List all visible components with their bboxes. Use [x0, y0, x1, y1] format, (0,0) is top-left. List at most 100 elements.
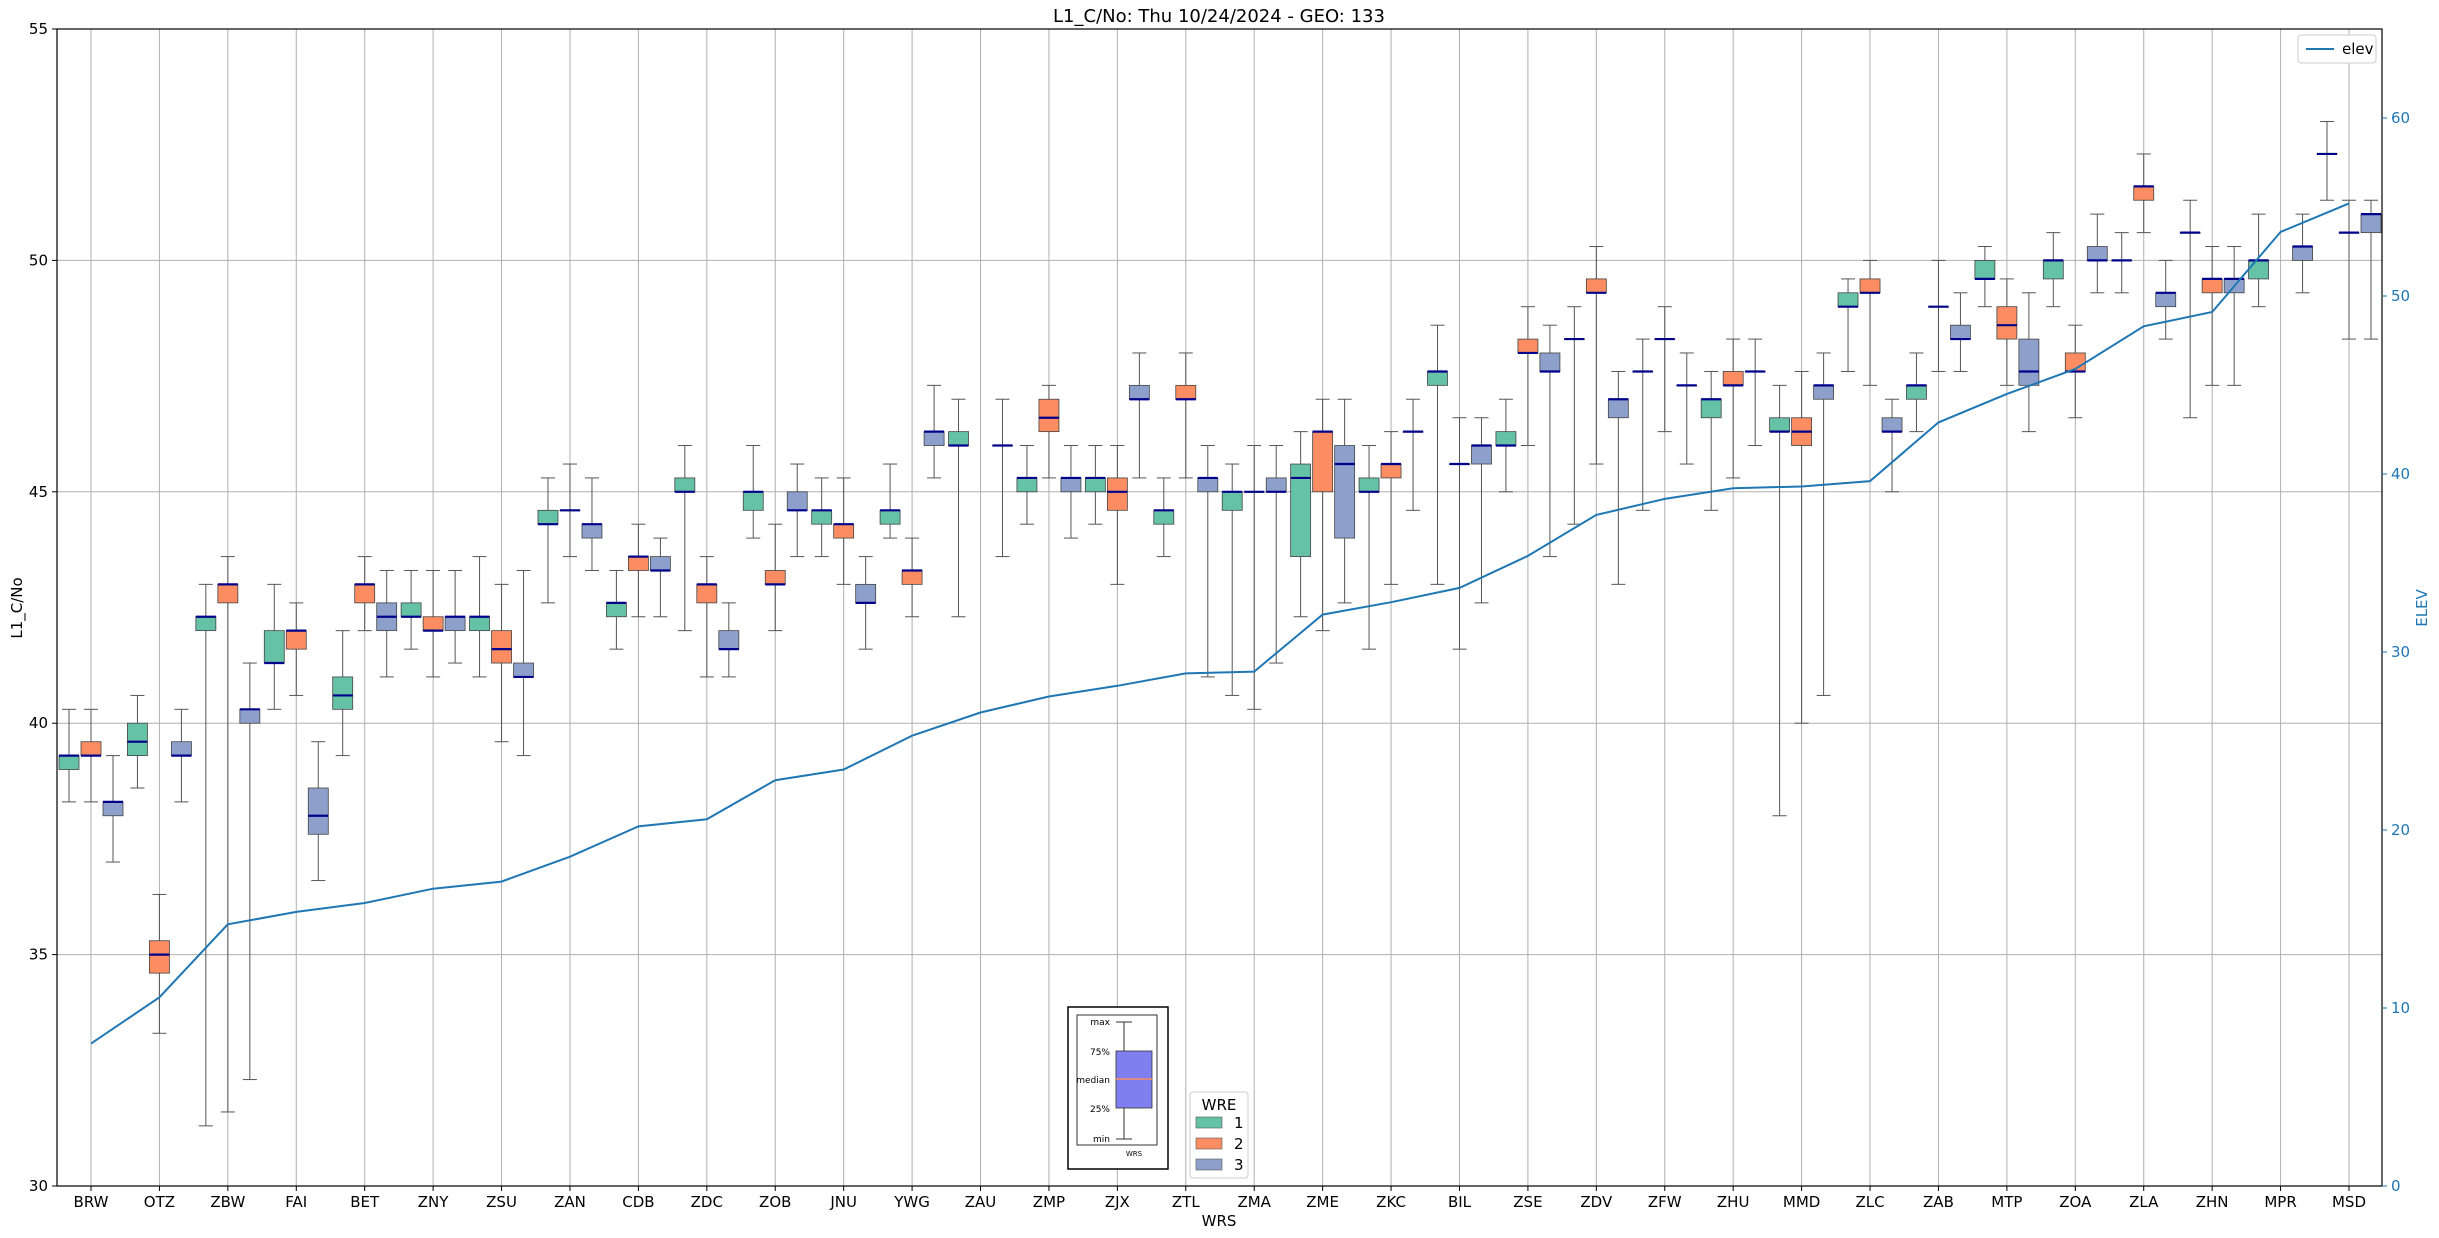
box-series [58, 121, 2382, 1127]
box-FAI-wre2 [285, 602, 307, 696]
wre-legend-label-2: 2 [1234, 1135, 1244, 1153]
box-ZSU-wre3 [513, 569, 534, 757]
iqr-box [2155, 292, 2177, 308]
x-tick-label: ZLA [2129, 1193, 2159, 1211]
x-tick-label: MMD [1783, 1193, 1820, 1211]
x-tick-label: FAI [285, 1193, 307, 1211]
iqr-box [1016, 477, 1038, 493]
box-ZME-wre1 [1290, 431, 1312, 618]
iqr-box [2086, 246, 2108, 261]
elev-legend-label: elev [2342, 40, 2374, 58]
iqr-box [1312, 431, 1334, 493]
x-tick-label: BET [350, 1193, 380, 1211]
iqr-box [605, 602, 627, 618]
wre-legend-label-1: 1 [1234, 1114, 1244, 1132]
box-ZLA-wre2 [2133, 153, 2155, 234]
iqr-box [901, 570, 923, 585]
box-MSD-wre2 [2338, 199, 2360, 340]
iqr-box [649, 556, 671, 571]
box-ZHU-wre2 [1722, 338, 1744, 479]
x-tick-label: BIL [1448, 1193, 1472, 1211]
iqr-box [1607, 398, 1629, 419]
iqr-box [1153, 509, 1175, 525]
iqr-box [469, 616, 490, 632]
iqr-box [1128, 384, 1150, 400]
box-ZMA-wre3 [1265, 445, 1287, 664]
box-ZFW-wre2 [1654, 306, 1676, 433]
box-ZDV-wre2 [1585, 246, 1607, 465]
y-tick-label: 40 [29, 714, 48, 732]
x-tick-label: ZBW [210, 1193, 245, 1211]
box-MMD-wre2 [1791, 370, 1813, 724]
wre-legend-swatch-2 [1195, 1137, 1223, 1150]
iqr-box [1996, 306, 2018, 340]
iqr-box [400, 602, 422, 618]
box-MMD-wre1 [1769, 384, 1791, 817]
box-MTP-wre2 [1996, 278, 2018, 386]
box-ZOB-wre3 [786, 463, 808, 558]
wre-legend-frame [1189, 1091, 1249, 1179]
iqr-box [1881, 417, 1903, 433]
iqr-box [1060, 477, 1082, 493]
box-ZJX-wre2 [1106, 445, 1128, 585]
x-tick-label: ZME [1306, 1193, 1339, 1211]
x-tick-label: ZOA [2059, 1193, 2092, 1211]
box-ZJX-wre1 [1084, 445, 1106, 525]
iqr-box [2042, 259, 2064, 280]
x-tick-label: MTP [1991, 1193, 2022, 1211]
x-tick-label: OTZ [144, 1193, 175, 1211]
box-MPR-wre1 [2248, 213, 2269, 308]
x-tick-label: ZTL [1172, 1193, 1200, 1211]
wre-legend-swatch-1 [1195, 1116, 1223, 1129]
x-tick-label: ZAN [554, 1193, 586, 1211]
iqr-box [58, 755, 80, 770]
iqr-box [332, 676, 354, 710]
iqr-box [1106, 477, 1128, 511]
x-tick-label: CDB [622, 1193, 654, 1211]
box-ZNY-wre1 [400, 569, 422, 650]
box-ZBW-wre3 [239, 662, 261, 1081]
box-CDB-wre2 [627, 523, 649, 618]
box-ZMP-wre2 [1038, 384, 1060, 479]
iqr-box [696, 583, 718, 604]
iqr-box [1950, 324, 1971, 340]
iqr-box [1290, 463, 1312, 557]
box-ZFW-wre3 [1676, 352, 1698, 465]
box-ZDC-wre2 [696, 556, 718, 678]
box-plot-key: max 75% median 25% min WRS [1067, 1006, 1169, 1170]
box-ZAB-wre1 [1906, 352, 1927, 433]
iqr-box [80, 741, 102, 756]
box-ZSU-wre1 [469, 556, 490, 678]
box-ZDC-wre1 [674, 445, 696, 632]
box-MMD-wre3 [1813, 352, 1835, 696]
iqr-box [2360, 213, 2382, 234]
y-right-tick-label: 50 [2391, 287, 2410, 305]
box-BIL-wre2 [1449, 417, 1470, 650]
box-key-label-median: median [1076, 1076, 1110, 1086]
box-ZOA-wre1 [2042, 232, 2064, 308]
x-axis-ticks: BRW OTZ ZBW FAI BET ZNY ZSU ZAN CDB ZDC ZOB JNU YWG Z… [74, 1186, 2366, 1211]
x-tick-label: ZHN [2196, 1193, 2229, 1211]
y-tick-label: 35 [29, 946, 48, 964]
iqr-box [2292, 246, 2313, 261]
iqr-box [1539, 352, 1561, 372]
box-ZDC-wre3 [718, 602, 740, 678]
box-YWG-wre2 [901, 537, 923, 618]
y-right-tick-label: 60 [2391, 109, 2410, 127]
iqr-box [786, 491, 808, 511]
box-ZMP-wre3 [1060, 445, 1082, 539]
box-YWG-wre3 [923, 384, 945, 479]
iqr-box [1769, 417, 1791, 433]
iqr-box [581, 523, 603, 539]
iqr-box [1175, 384, 1197, 400]
plot-frame [56, 28, 2383, 1187]
box-ZOB-wre2 [764, 523, 786, 632]
iqr-box [217, 583, 239, 604]
box-BRW-wre2 [80, 708, 102, 803]
box-BIL-wre3 [1471, 417, 1492, 604]
box-ZSE-wre3 [1539, 324, 1561, 558]
box-CDB-wre3 [649, 537, 671, 618]
box-ZLC-wre2 [1859, 259, 1881, 386]
wre-legend-label-3: 3 [1234, 1156, 1244, 1174]
y-tick-label: 30 [29, 1177, 48, 1195]
